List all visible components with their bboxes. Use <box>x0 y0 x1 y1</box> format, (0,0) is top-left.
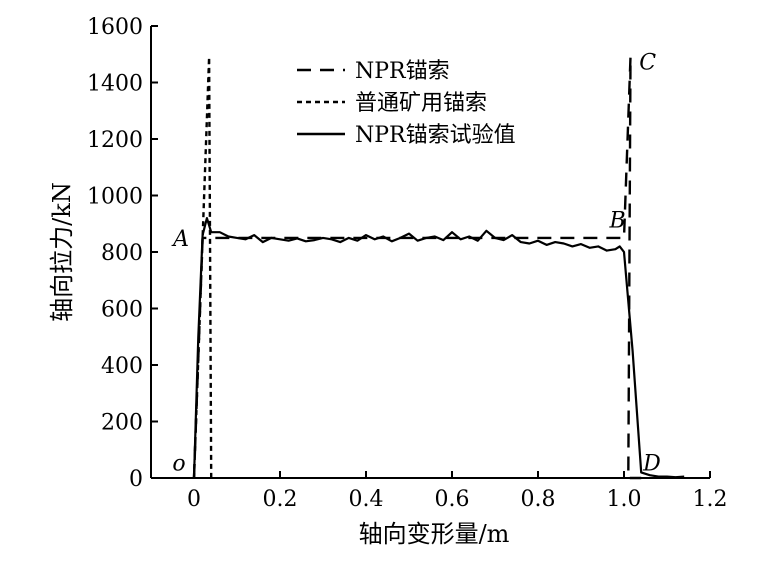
point-label: D <box>642 451 661 476</box>
y-tick-label: 1200 <box>87 128 143 153</box>
y-tick-label: 400 <box>101 354 143 379</box>
point-label: A <box>171 227 189 252</box>
x-tick-label: 1.0 <box>607 487 642 512</box>
point-label: B <box>608 209 625 234</box>
point-label: C <box>639 50 656 75</box>
x-tick-label: 0 <box>187 487 201 512</box>
y-tick-label: 600 <box>101 298 143 323</box>
series-line-1 <box>192 55 642 480</box>
legend-label: NPR锚索 <box>355 59 450 84</box>
legend-label: NPR锚索试验值 <box>355 123 516 148</box>
x-tick-label: 0.6 <box>435 487 470 512</box>
y-tick-label: 200 <box>101 411 143 436</box>
x-tick-label: 1.2 <box>693 487 728 512</box>
x-tick-label: 0.8 <box>521 487 556 512</box>
x-tick-label: 0.4 <box>349 487 384 512</box>
legend-label: 普通矿用锚索 <box>355 91 487 116</box>
y-tick-label: 1600 <box>87 15 143 40</box>
y-tick-label: 0 <box>129 467 143 492</box>
annotations: A B C Do <box>171 50 661 476</box>
series-layer <box>192 55 685 480</box>
axes: 0 200 400 600 800 1000 1200 1400 1600 0 0.2 0.4 0.6 0… <box>87 15 728 512</box>
x-axis-title: 轴向变形量/m <box>359 520 510 548</box>
y-tick-label: 1000 <box>87 185 143 210</box>
y-axis-title: 轴向拉力/kN <box>48 182 76 322</box>
y-tick-label: 800 <box>101 241 143 266</box>
point-label: o <box>172 451 185 476</box>
series-line-3 <box>192 217 685 479</box>
x-tick-label: 0.2 <box>263 487 298 512</box>
y-tick-label: 1400 <box>87 72 143 97</box>
